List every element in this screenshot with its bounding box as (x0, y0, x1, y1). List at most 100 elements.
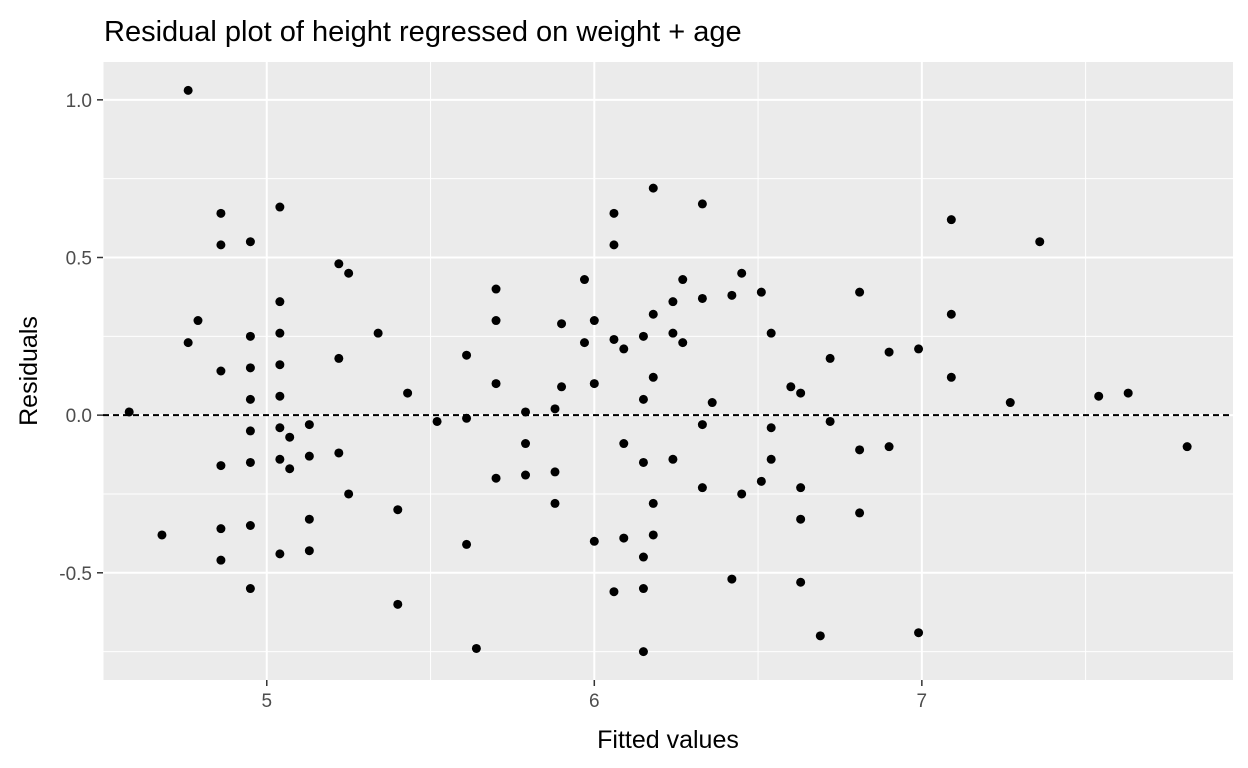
data-point (914, 344, 924, 354)
data-point (275, 360, 285, 370)
data-point (304, 514, 314, 524)
data-point (648, 183, 658, 193)
data-point (668, 297, 678, 307)
data-point (579, 338, 589, 348)
data-point (648, 530, 658, 540)
data-point (245, 521, 255, 530)
data-point (124, 407, 134, 417)
data-point (285, 432, 295, 442)
data-point (1035, 237, 1045, 247)
data-point (216, 524, 226, 534)
data-point (1123, 388, 1133, 398)
data-point (275, 328, 285, 338)
data-point (766, 423, 776, 433)
data-point (304, 451, 314, 461)
data-point (275, 297, 285, 307)
data-point (619, 533, 629, 543)
plot-panel (103, 62, 1233, 680)
data-point (589, 379, 599, 389)
data-point (245, 237, 255, 247)
data-point (245, 426, 255, 436)
data-point (884, 442, 894, 452)
data-point (579, 275, 589, 285)
data-point (815, 631, 825, 641)
y-tick-label: 1.0 (66, 91, 92, 112)
data-point (638, 394, 648, 404)
data-point (491, 379, 501, 389)
data-point (245, 457, 255, 467)
data-point (245, 363, 255, 373)
data-point (403, 388, 413, 398)
data-point (183, 338, 193, 348)
data-point (245, 331, 255, 341)
data-point (796, 514, 806, 524)
data-point (550, 498, 560, 508)
data-point (304, 420, 314, 430)
data-point (521, 407, 531, 417)
data-point (1094, 391, 1104, 401)
data-point (285, 464, 295, 474)
data-point (855, 508, 865, 518)
data-points (124, 85, 1192, 657)
data-point (638, 647, 648, 657)
data-point (609, 208, 619, 218)
data-point (1005, 398, 1015, 408)
data-point (245, 584, 255, 594)
data-point (1182, 442, 1192, 452)
y-tick-label: -0.5 (59, 564, 92, 585)
data-point (275, 549, 285, 559)
data-point (619, 344, 629, 354)
data-point (334, 353, 344, 363)
data-point (727, 574, 737, 584)
x-tick-label: 5 (261, 691, 272, 712)
data-point (668, 328, 678, 338)
data-point (550, 467, 560, 477)
data-point (157, 530, 167, 540)
data-point (609, 334, 619, 344)
data-point (491, 284, 501, 294)
data-point (393, 599, 403, 609)
data-point (275, 423, 285, 433)
data-point (557, 382, 567, 392)
data-point (697, 483, 707, 493)
data-point (609, 240, 619, 250)
data-point (432, 416, 442, 426)
data-point (334, 259, 344, 269)
data-point (737, 268, 747, 278)
data-point (766, 454, 776, 464)
data-point (678, 338, 688, 348)
data-point (393, 505, 403, 515)
data-point (471, 643, 481, 653)
data-point (786, 382, 796, 392)
data-point (737, 489, 747, 499)
data-point (275, 454, 285, 464)
data-point (216, 208, 226, 218)
data-point (884, 347, 894, 357)
data-point (697, 199, 707, 209)
data-point (334, 448, 344, 458)
data-point (668, 454, 678, 464)
y-tick-label: 0.0 (66, 406, 92, 427)
y-tick-label: 0.5 (66, 248, 92, 269)
data-point (648, 498, 658, 508)
data-point (697, 420, 707, 430)
data-point (914, 628, 924, 638)
data-point (193, 316, 203, 326)
x-axis-title: Fitted values (597, 726, 739, 754)
data-point (521, 470, 531, 480)
data-point (619, 439, 629, 449)
data-point (946, 309, 956, 319)
data-point (727, 290, 737, 300)
data-point (638, 331, 648, 341)
data-point (491, 473, 501, 483)
data-point (275, 391, 285, 401)
data-point (638, 552, 648, 562)
data-point (638, 457, 648, 467)
data-point (825, 416, 835, 426)
data-point (245, 394, 255, 404)
data-point (638, 584, 648, 594)
data-point (946, 215, 956, 225)
data-point (304, 546, 314, 556)
data-point (796, 388, 806, 398)
